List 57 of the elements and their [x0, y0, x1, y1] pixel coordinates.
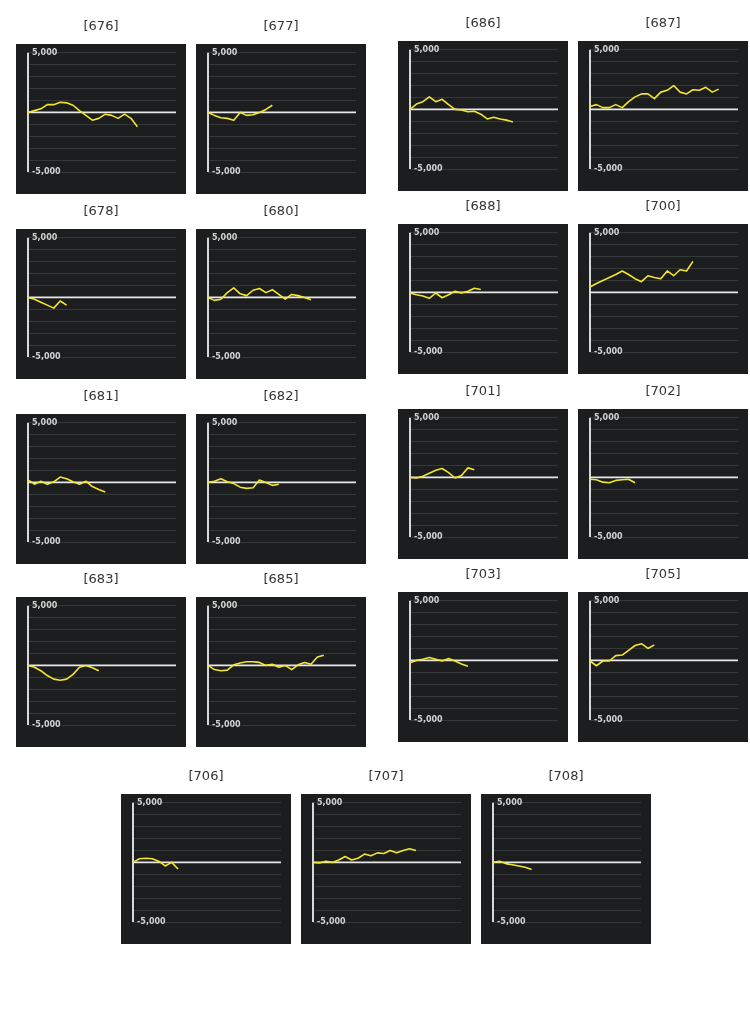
- chart-title: [683]: [82, 571, 120, 588]
- y-tick-label: -5,000: [137, 917, 167, 927]
- y-tick-label: 5,000: [212, 232, 238, 242]
- chart-title: [676]: [82, 18, 120, 35]
- chart-title: [702]: [644, 383, 682, 400]
- chart-title: [680]: [262, 203, 300, 220]
- y-tick-label: 5,000: [497, 797, 523, 807]
- chart-title: [701]: [464, 383, 502, 400]
- y-tick-label: 5,000: [317, 797, 343, 807]
- chart-title: [681]: [82, 388, 120, 405]
- y-tick-label: -5,000: [414, 715, 444, 725]
- y-tick-label: -5,000: [317, 917, 347, 927]
- y-tick-label: -5,000: [212, 537, 242, 547]
- y-tick-label: 5,000: [32, 417, 58, 427]
- y-tick-label: 5,000: [594, 412, 620, 422]
- y-tick-label: 5,000: [414, 595, 440, 605]
- y-tick-label: 5,000: [32, 600, 58, 610]
- y-tick-label: 5,000: [212, 600, 238, 610]
- chart-title: [708]: [547, 768, 585, 785]
- y-tick-label: -5,000: [32, 537, 62, 547]
- chart-title: [678]: [82, 203, 120, 220]
- y-tick-label: 5,000: [414, 227, 440, 237]
- y-tick-label: 5,000: [414, 412, 440, 422]
- y-tick-label: -5,000: [414, 532, 444, 542]
- chart-title: [685]: [262, 571, 300, 588]
- y-tick-label: -5,000: [594, 715, 624, 725]
- y-tick-label: -5,000: [594, 532, 624, 542]
- chart-title: [677]: [262, 18, 300, 35]
- y-tick-label: 5,000: [594, 44, 620, 54]
- y-tick-label: 5,000: [32, 47, 58, 57]
- y-tick-label: -5,000: [212, 352, 242, 362]
- y-tick-label: -5,000: [32, 167, 62, 177]
- chart-title: [688]: [464, 198, 502, 215]
- chart-title: [706]: [187, 768, 225, 785]
- chart-title: [705]: [644, 566, 682, 583]
- y-tick-label: 5,000: [594, 595, 620, 605]
- chart-title: [687]: [644, 15, 682, 32]
- y-tick-label: -5,000: [32, 720, 62, 730]
- y-tick-label: 5,000: [32, 232, 58, 242]
- y-tick-label: -5,000: [594, 164, 624, 174]
- y-tick-label: 5,000: [212, 47, 238, 57]
- chart-title: [700]: [644, 198, 682, 215]
- chart-title: [707]: [367, 768, 405, 785]
- y-tick-label: -5,000: [212, 167, 242, 177]
- chart-title: [686]: [464, 15, 502, 32]
- chart-title: [703]: [464, 566, 502, 583]
- y-tick-label: -5,000: [212, 720, 242, 730]
- y-tick-label: -5,000: [497, 917, 527, 927]
- y-tick-label: 5,000: [212, 417, 238, 427]
- y-tick-label: 5,000: [594, 227, 620, 237]
- y-tick-label: -5,000: [594, 347, 624, 357]
- y-tick-label: -5,000: [414, 164, 444, 174]
- y-tick-label: 5,000: [137, 797, 163, 807]
- y-tick-label: 5,000: [414, 44, 440, 54]
- y-tick-label: -5,000: [414, 347, 444, 357]
- chart-title: [682]: [262, 388, 300, 405]
- y-tick-label: -5,000: [32, 352, 62, 362]
